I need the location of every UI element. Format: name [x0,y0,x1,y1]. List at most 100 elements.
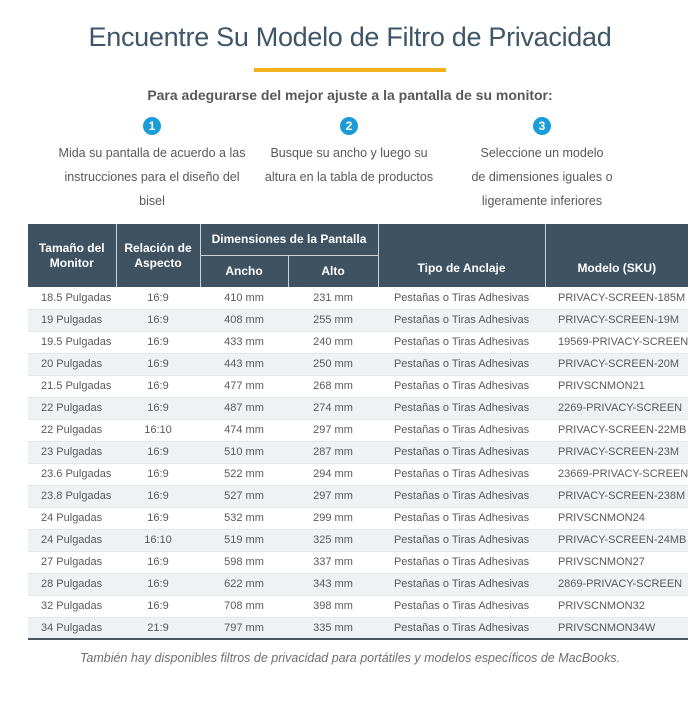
anchor-type-cell: Pestañas o Tiras Adhesivas [393,336,530,348]
aspect-ratio-cell: 16:9 [147,446,169,458]
aspect-ratio-cell: 16:9 [147,468,169,480]
table-row: 32 Pulgadas 16:9 708 mm 398 mm Pestañas o Ti… [28,595,689,617]
width-cell: 519 mm [224,534,264,546]
table-row: 34 Pulgadas 21:9 797 mm 335 mm Pestañas o Ti… [28,617,689,639]
step-3-number-badge: 3 [533,117,551,135]
monitor-size-cell: 27 Pulgadas [41,556,103,568]
aspect-ratio-cell: 16:9 [147,314,169,326]
monitor-size-cell: 28 Pulgadas [41,578,103,590]
anchor-type-cell: Pestañas o Tiras Adhesivas [393,534,530,546]
monitor-size-cell: 19 Pulgadas [41,314,103,326]
model-sku-cell: PRIVACY-SCREEN-238M [558,490,686,502]
page-title: Encuentre Su Modelo de Filtro de Privaci… [88,22,612,52]
table-body: 18.5 Pulgadas 16:9 410 mm 231 mm Pestañas o … [28,287,689,639]
step-3-text: Seleccione un modelo de dimensiones igua… [471,146,613,208]
width-cell: 532 mm [224,512,264,524]
height-cell: 398 mm [313,600,353,612]
step-2-text: Busque su ancho y luego su altura en la … [264,146,434,184]
table-row: 19 Pulgadas 16:9 408 mm 255 mm Pestañas o Ti… [28,309,689,331]
table-row: 21.5 Pulgadas 16:9 477 mm 268 mm Pestañas o … [28,375,689,397]
height-cell: 335 mm [313,621,353,634]
height-cell: 255 mm [313,314,353,326]
subtitle: Para adegurarse del mejor ajuste a la pa… [147,87,553,103]
anchor-type-cell: Pestañas o Tiras Adhesivas [393,600,530,612]
anchor-type-cell: Pestañas o Tiras Adhesivas [393,490,530,502]
height-cell: 299 mm [313,512,353,524]
table-row: 23 Pulgadas 16:9 510 mm 287 mm Pestañas o Ti… [28,441,689,463]
aspect-ratio-cell: 16:9 [147,291,169,304]
anchor-type-cell: Pestañas o Tiras Adhesivas [393,578,530,590]
monitor-size-cell: 20 Pulgadas [41,358,103,370]
model-sku-cell: PRIVSCNMON21 [558,380,645,392]
anchor-type-cell: Pestañas o Tiras Adhesivas [393,468,530,480]
aspect-ratio-cell: 16:10 [144,534,172,546]
monitor-size-cell: 19.5 Pulgadas [41,336,112,348]
step-item-3: 3 Seleccione un modelo de dimensiones ig… [444,117,640,213]
width-cell: 522 mm [224,468,264,480]
width-cell: 433 mm [224,336,264,348]
model-sku-cell: 2269-PRIVACY-SCREEN [558,402,683,414]
table-row: 18.5 Pulgadas 16:9 410 mm 231 mm Pestañas o … [28,287,689,309]
anchor-type-cell: Pestañas o Tiras Adhesivas [393,402,530,414]
model-sku-cell: PRIVACY-SCREEN-23M [558,446,680,458]
monitor-size-cell: 32 Pulgadas [41,600,103,612]
height-cell: 268 mm [313,380,353,392]
monitor-size-cell: 21.5 Pulgadas [41,380,112,392]
width-cell: 797 mm [224,621,264,634]
header-model-sku: Modelo (SKU) [544,224,689,287]
monitor-size-cell: 24 Pulgadas [41,512,103,524]
anchor-type-cell: Pestañas o Tiras Adhesivas [393,291,530,304]
privacy-filter-infographic: Encuentre Su Modelo de Filtro de Privaci… [0,22,700,722]
width-cell: 487 mm [224,402,264,414]
height-cell: 297 mm [313,424,353,436]
header-screen-dimensions: Dimensiones de la Pantalla [199,224,379,256]
monitor-size-cell: 23.6 Pulgadas [41,468,112,480]
table-row: 24 Pulgadas 16:10 519 mm 325 mm Pestañas o T… [28,529,689,551]
height-cell: 297 mm [313,490,353,502]
monitor-size-cell: 23 Pulgadas [41,446,103,458]
header-width: Ancho [199,255,288,287]
model-sku-cell: PRIVACY-SCREEN-19M [558,314,680,326]
model-sku-cell: PRIVACY-SCREEN-24MB [558,534,687,546]
width-cell: 527 mm [224,490,264,502]
monitor-size-cell: 18.5 Pulgadas [41,291,112,304]
anchor-type-cell: Pestañas o Tiras Adhesivas [393,358,530,370]
privacy-filter-size-table: Tamaño del Monitor Relación de Aspecto D… [28,224,689,640]
model-sku-cell: PRIVSCNMON27 [558,556,645,568]
model-sku-cell: PRIVACY-SCREEN-20M [558,358,680,370]
monitor-size-cell: 22 Pulgadas [41,402,103,414]
header-monitor-size: Tamaño del Monitor [28,224,116,287]
header-anchor-type: Tipo de Anclaje [377,224,546,287]
table-row: 24 Pulgadas 16:9 532 mm 299 mm Pestañas o Ti… [28,507,689,529]
anchor-type-cell: Pestañas o Tiras Adhesivas [393,314,530,326]
height-cell: 250 mm [313,358,353,370]
height-cell: 294 mm [313,468,353,480]
table-row: 20 Pulgadas 16:9 443 mm 250 mm Pestañas o Ti… [28,353,689,375]
monitor-size-cell: 22 Pulgadas [41,424,103,436]
anchor-type-cell: Pestañas o Tiras Adhesivas [393,424,530,436]
aspect-ratio-cell: 16:9 [147,402,169,414]
model-sku-cell: PRIVACY-SCREEN-22MB [558,424,687,436]
height-cell: 274 mm [313,402,353,414]
table-row: 22 Pulgadas 16:10 474 mm 297 mm Pestañas o T… [28,419,689,441]
aspect-ratio-cell: 16:9 [147,490,169,502]
table-row: 19.5 Pulgadas 16:9 433 mm 240 mm Pestañas o … [28,331,689,353]
table-header: Tamaño del Monitor Relación de Aspecto D… [28,224,689,287]
model-sku-cell: 2869-PRIVACY-SCREEN [558,578,683,590]
anchor-type-cell: Pestañas o Tiras Adhesivas [393,512,530,524]
aspect-ratio-cell: 16:9 [147,336,169,348]
footer-note: También hay disponibles filtros de priva… [79,651,621,665]
table-row: 28 Pulgadas 16:9 622 mm 343 mm Pestañas o Ti… [28,573,689,595]
header-aspect-ratio: Relación de Aspecto [115,224,200,287]
aspect-ratio-cell: 16:9 [147,556,169,568]
height-cell: 343 mm [313,578,353,590]
aspect-ratio-cell: 16:9 [147,600,169,612]
height-cell: 231 mm [313,291,353,304]
aspect-ratio-cell: 21:9 [147,621,169,634]
width-cell: 408 mm [224,314,264,326]
monitor-size-cell: 24 Pulgadas [41,534,103,546]
step-item-2: 2 Busque su ancho y luego su altura en l… [254,117,444,189]
step-1-number-badge: 1 [143,117,161,135]
step-2-number-badge: 2 [340,117,358,135]
anchor-type-cell: Pestañas o Tiras Adhesivas [393,446,530,458]
